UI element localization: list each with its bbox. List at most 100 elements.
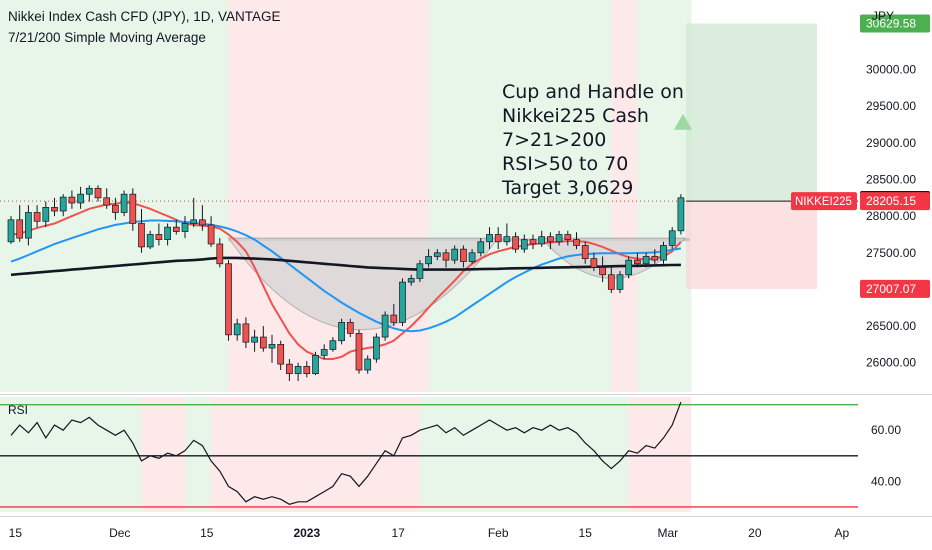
- candle: [407, 274, 415, 286]
- candle-body: [233, 323, 241, 336]
- candle: [607, 267, 615, 294]
- rsi-zone: [211, 397, 420, 512]
- candle: [190, 197, 198, 228]
- candle-body: [512, 236, 519, 250]
- candle-body: [85, 187, 93, 195]
- candle-body: [155, 234, 163, 240]
- candle-body: [547, 236, 554, 243]
- rsi-zone: [419, 397, 629, 512]
- candle-body: [7, 219, 15, 243]
- price-tag: [860, 279, 930, 298]
- candle-body: [68, 196, 76, 204]
- candle: [390, 304, 398, 327]
- candle-body: [381, 314, 389, 338]
- candle-body: [59, 196, 67, 212]
- candle: [338, 318, 345, 345]
- candle-body: [25, 212, 32, 239]
- candle-body: [573, 239, 580, 246]
- candle-body: [346, 322, 354, 334]
- candle-body: [146, 234, 154, 248]
- candle: [460, 245, 467, 268]
- x-tick-label: 20: [748, 526, 762, 540]
- candle: [651, 249, 659, 264]
- candle-body: [164, 226, 171, 240]
- candle-body: [538, 236, 546, 245]
- candle: [564, 230, 572, 246]
- candle-body: [294, 366, 302, 375]
- candle-body: [634, 259, 641, 265]
- candle-body: [103, 197, 111, 206]
- candle: [399, 278, 406, 327]
- candle: [25, 205, 32, 246]
- candle-body: [616, 274, 624, 290]
- candle: [512, 232, 519, 253]
- candle-body: [373, 336, 380, 360]
- candle: [59, 194, 67, 217]
- candle-body: [312, 355, 319, 375]
- session-zone: [228, 0, 429, 392]
- candle: [660, 241, 667, 264]
- candle-body: [320, 349, 328, 356]
- candle-body: [355, 333, 363, 371]
- x-tick-label: Ap: [835, 526, 850, 540]
- rsi-tick-label: 60.00: [871, 423, 901, 437]
- annotation-line: Cup and Handle on: [502, 81, 684, 103]
- y-tick-label: 29000.00: [866, 136, 916, 150]
- candle: [164, 223, 171, 246]
- candle: [251, 329, 258, 352]
- candle-body: [555, 234, 563, 243]
- x-tick-label: Dec: [109, 526, 130, 540]
- candle: [225, 260, 232, 341]
- candle-body: [390, 314, 398, 323]
- candle: [199, 205, 206, 231]
- x-tick-label: 2023: [293, 526, 320, 540]
- annotation-line: RSI>50 to 70: [502, 153, 629, 175]
- y-tick-label: 28000.00: [866, 209, 916, 223]
- rsi-title: RSI: [8, 403, 29, 417]
- candle: [242, 317, 250, 349]
- candle-body: [520, 239, 528, 250]
- rsi-zone: [628, 397, 692, 512]
- sma-line-2: [10, 219, 682, 333]
- x-tick-label: 15: [579, 526, 593, 540]
- candle: [590, 252, 598, 272]
- candle-body: [399, 281, 406, 323]
- candle: [573, 232, 580, 250]
- candle-body: [190, 219, 198, 224]
- y-tick-label: 30000.00: [866, 63, 916, 77]
- candle: [181, 216, 189, 239]
- rsi-tick-label: 40.00: [871, 474, 901, 488]
- target-zone: [686, 23, 817, 202]
- candle: [616, 271, 624, 294]
- candle: [312, 351, 319, 376]
- candle-body: [660, 245, 667, 261]
- y-tick-label: 26500.00: [866, 319, 916, 333]
- currency-label: JPY: [872, 9, 895, 23]
- candle: [486, 227, 493, 250]
- candle-body: [181, 223, 189, 232]
- candle-body: [477, 241, 485, 254]
- chart-title: Nikkei Index Cash CFD (JPY), 1D, VANTAGE: [8, 9, 281, 24]
- candle-body: [677, 197, 685, 232]
- y-tick-label: 28500.00: [866, 173, 916, 187]
- candle-body: [94, 187, 102, 199]
- candle: [112, 197, 119, 220]
- x-tick-label: 15: [200, 526, 214, 540]
- candle-body: [286, 363, 293, 375]
- symbol-tag-label: NIKKEI225: [795, 196, 852, 208]
- candle: [538, 230, 546, 247]
- candle: [33, 205, 41, 228]
- rsi-line: [10, 401, 682, 505]
- candle: [303, 361, 311, 378]
- candle-body: [416, 263, 424, 279]
- candle: [77, 186, 84, 209]
- candle-body: [581, 245, 589, 259]
- candle: [581, 241, 589, 264]
- candle-body: [172, 226, 180, 232]
- candle-body: [138, 223, 145, 248]
- x-tick-label: Mar: [658, 526, 679, 540]
- candle: [494, 227, 502, 250]
- candle-body: [425, 256, 432, 265]
- candle-body: [564, 234, 572, 240]
